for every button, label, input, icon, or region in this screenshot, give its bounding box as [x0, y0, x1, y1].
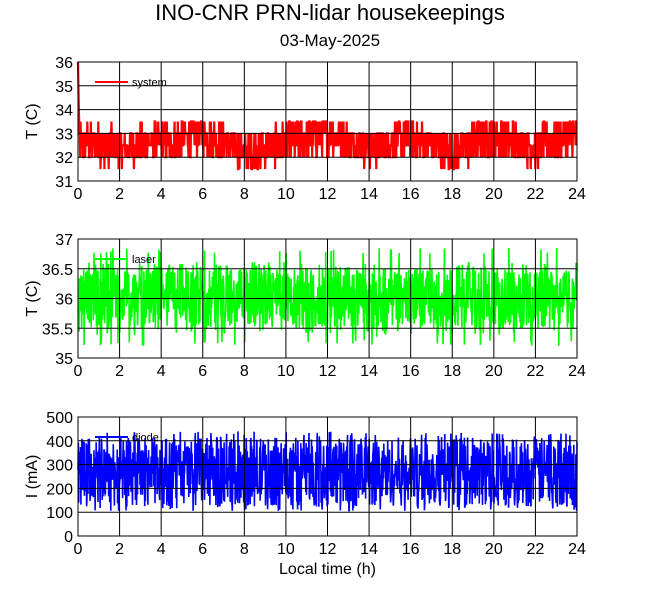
- x-tick-label: 18: [443, 363, 461, 380]
- x-tick-label: 24: [568, 363, 586, 380]
- x-tick-label: 14: [360, 186, 378, 203]
- legend-label-diode: diode: [132, 432, 159, 444]
- x-tick-label: 6: [198, 363, 207, 380]
- x-tick-label: 10: [277, 186, 295, 203]
- y-axis-label: T (C): [24, 103, 41, 139]
- x-tick-label: 8: [240, 363, 249, 380]
- legend-label-system: system: [132, 77, 167, 89]
- y-tick-label: 32: [55, 150, 73, 167]
- x-tick-label: 2: [115, 186, 124, 203]
- y-tick-label: 35: [55, 351, 73, 368]
- x-tick-label: 2: [115, 363, 124, 380]
- y-tick-label: 300: [46, 458, 73, 475]
- x-tick-label: 4: [157, 363, 166, 380]
- x-tick-label: 20: [485, 363, 503, 380]
- x-tick-label: 0: [74, 363, 83, 380]
- x-tick-label: 20: [485, 541, 503, 558]
- x-tick-label: 24: [568, 541, 586, 558]
- x-tick-label: 12: [319, 186, 337, 203]
- plot-frame: [77, 238, 578, 359]
- plot-frame: [77, 416, 578, 537]
- y-tick-label: 400: [46, 434, 73, 451]
- x-tick-label: 12: [319, 363, 337, 380]
- figure-subtitle: 03-May-2025: [280, 31, 380, 50]
- x-tick-label: 22: [527, 541, 545, 558]
- x-tick-label: 12: [319, 541, 337, 558]
- y-tick-label: 36: [55, 292, 73, 309]
- y-axis-label: I (mA): [24, 455, 41, 499]
- plot-frame: [77, 61, 578, 182]
- y-tick-label: 36.5: [42, 262, 73, 279]
- y-tick-label: 34: [55, 103, 73, 120]
- y-tick-label: 100: [46, 505, 73, 522]
- x-tick-label: 6: [198, 186, 207, 203]
- x-axis-label: Local time (h): [279, 561, 376, 578]
- x-tick-label: 14: [360, 541, 378, 558]
- x-tick-label: 8: [240, 541, 249, 558]
- x-tick-label: 24: [568, 186, 586, 203]
- x-tick-label: 22: [527, 186, 545, 203]
- y-tick-label: 31: [55, 174, 73, 191]
- y-tick-label: 200: [46, 481, 73, 498]
- x-tick-label: 0: [74, 186, 83, 203]
- x-tick-label: 18: [443, 186, 461, 203]
- x-tick-label: 4: [157, 541, 166, 558]
- x-tick-label: 0: [74, 541, 83, 558]
- x-tick-label: 18: [443, 541, 461, 558]
- x-tick-label: 16: [402, 541, 420, 558]
- y-tick-label: 36: [55, 55, 73, 72]
- y-tick-label: 500: [46, 410, 73, 427]
- x-tick-label: 22: [527, 363, 545, 380]
- x-tick-label: 10: [277, 363, 295, 380]
- legend-label-laser: laser: [132, 254, 156, 266]
- x-tick-label: 20: [485, 186, 503, 203]
- y-tick-label: 35: [55, 79, 73, 96]
- y-tick-label: 37: [55, 232, 73, 249]
- x-tick-label: 2: [115, 541, 124, 558]
- x-tick-label: 6: [198, 541, 207, 558]
- x-tick-label: 14: [360, 363, 378, 380]
- x-tick-label: 4: [157, 186, 166, 203]
- y-tick-label: 33: [55, 126, 73, 143]
- y-tick-label: 0: [64, 529, 73, 546]
- y-axis-label: T (C): [24, 280, 41, 316]
- x-tick-label: 16: [402, 186, 420, 203]
- y-tick-label: 35.5: [42, 321, 73, 338]
- figure-title: INO-CNR PRN-lidar housekeepings: [155, 0, 505, 25]
- x-tick-label: 10: [277, 541, 295, 558]
- x-tick-label: 8: [240, 186, 249, 203]
- x-tick-label: 16: [402, 363, 420, 380]
